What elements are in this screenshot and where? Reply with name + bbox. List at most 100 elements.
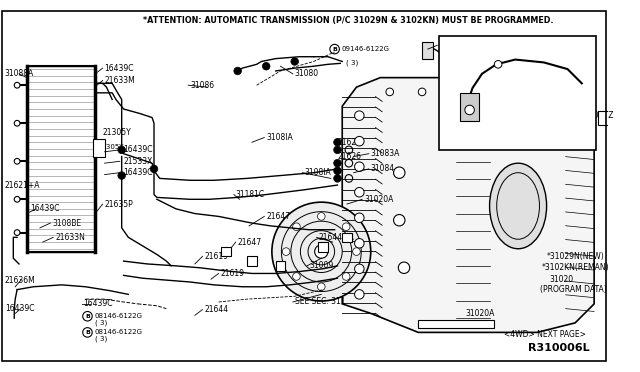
Text: 16439C: 16439C — [124, 145, 153, 154]
Bar — [93, 140, 104, 157]
Text: 31083A: 31083A — [371, 149, 400, 158]
Circle shape — [333, 138, 341, 146]
Bar — [247, 256, 257, 266]
Circle shape — [355, 290, 364, 299]
Circle shape — [262, 62, 270, 70]
Text: <4WD> NEXT PAGE>: <4WD> NEXT PAGE> — [504, 330, 586, 339]
Circle shape — [317, 213, 325, 220]
Text: 21626: 21626 — [337, 138, 362, 147]
Circle shape — [272, 202, 371, 301]
Circle shape — [494, 61, 502, 68]
Text: 21644+A: 21644+A — [319, 233, 354, 242]
Circle shape — [292, 273, 300, 280]
Text: B: B — [85, 330, 90, 335]
Text: 31084: 31084 — [371, 164, 395, 173]
Text: *ATTENTION: AUTOMATIC TRANSMISSION (P/C 31029N & 3102KN) MUST BE PROGRAMMED.: *ATTENTION: AUTOMATIC TRANSMISSION (P/C … — [143, 16, 553, 25]
Text: 31181C: 31181C — [236, 190, 265, 199]
Text: 21647: 21647 — [266, 212, 291, 221]
Circle shape — [355, 111, 364, 121]
Circle shape — [419, 88, 426, 96]
Bar — [221, 247, 231, 256]
Circle shape — [14, 196, 20, 202]
Circle shape — [355, 162, 364, 171]
Circle shape — [355, 213, 364, 222]
Text: 21305Y: 21305Y — [102, 128, 131, 137]
Circle shape — [483, 88, 490, 96]
Bar — [460, 93, 479, 121]
Text: ( 3): ( 3) — [95, 336, 108, 342]
Text: SEE SEC. 311: SEE SEC. 311 — [294, 298, 345, 307]
Circle shape — [150, 165, 158, 173]
Text: 21636M: 21636M — [4, 276, 35, 285]
Circle shape — [333, 167, 341, 174]
Text: R310006L: R310006L — [527, 343, 589, 353]
Bar — [27, 66, 95, 251]
Text: 31020A: 31020A — [466, 309, 495, 318]
Text: 21635P: 21635P — [104, 199, 133, 209]
Bar — [276, 261, 285, 270]
Text: 09146-6122G: 09146-6122G — [341, 46, 389, 52]
Text: 3108IA: 3108IA — [304, 168, 331, 177]
Circle shape — [333, 146, 341, 154]
Circle shape — [333, 174, 341, 182]
Circle shape — [292, 223, 300, 231]
Circle shape — [355, 264, 364, 273]
Text: 21644: 21644 — [204, 305, 228, 314]
Text: 16439C: 16439C — [31, 204, 60, 213]
Text: *31029N(NEW): *31029N(NEW) — [547, 252, 604, 261]
Circle shape — [355, 238, 364, 248]
Text: 31080: 31080 — [294, 69, 319, 78]
Text: 16439C: 16439C — [104, 64, 134, 73]
Circle shape — [386, 88, 394, 96]
Bar — [419, 320, 494, 328]
Text: 21633N: 21633N — [55, 233, 85, 242]
Circle shape — [118, 146, 125, 154]
Text: 31096Z: 31096Z — [584, 111, 614, 120]
Circle shape — [353, 248, 360, 256]
Text: 21619: 21619 — [204, 252, 228, 261]
Text: 21647: 21647 — [237, 238, 262, 247]
Text: 31020A: 31020A — [364, 195, 394, 204]
Circle shape — [282, 248, 290, 256]
Text: 08146-6122G: 08146-6122G — [94, 329, 142, 336]
Circle shape — [317, 283, 325, 291]
Text: 31069: 31069 — [513, 121, 538, 130]
Text: 21305Y: 21305Y — [98, 144, 124, 150]
Circle shape — [355, 187, 364, 197]
Text: 31088A: 31088A — [4, 69, 34, 78]
Circle shape — [465, 105, 474, 115]
Circle shape — [451, 88, 458, 96]
Polygon shape — [342, 78, 594, 333]
Bar — [422, 42, 433, 59]
Text: 21633M: 21633M — [104, 76, 135, 85]
Circle shape — [342, 273, 350, 280]
Text: *3102KN(REMAN): *3102KN(REMAN) — [542, 263, 609, 272]
Circle shape — [14, 230, 20, 235]
Circle shape — [315, 245, 328, 258]
Text: 21621+A: 21621+A — [4, 180, 40, 190]
Circle shape — [291, 58, 298, 65]
Text: B: B — [332, 46, 337, 52]
Circle shape — [548, 88, 555, 96]
Ellipse shape — [490, 163, 547, 249]
Circle shape — [118, 172, 125, 179]
Text: 3108IA: 3108IA — [266, 133, 293, 142]
Circle shape — [333, 159, 341, 167]
Circle shape — [342, 223, 350, 231]
Circle shape — [355, 137, 364, 146]
Text: 08146-6122G: 08146-6122G — [94, 313, 142, 319]
Text: 16439C: 16439C — [4, 304, 35, 313]
Circle shape — [14, 121, 20, 126]
Text: 31082E: 31082E — [485, 90, 513, 99]
Text: 16439C: 16439C — [84, 299, 113, 308]
Text: (PROGRAM DATA): (PROGRAM DATA) — [540, 285, 607, 294]
Bar — [598, 111, 621, 125]
Text: 3108BE: 3108BE — [52, 219, 81, 228]
Text: 31082U: 31082U — [439, 41, 468, 50]
Text: 31020: 31020 — [550, 275, 573, 284]
Text: 21626: 21626 — [337, 152, 362, 161]
Text: 21533X: 21533X — [124, 157, 153, 166]
Circle shape — [14, 82, 20, 88]
Text: B: B — [85, 314, 90, 319]
Text: 21619: 21619 — [221, 269, 244, 278]
